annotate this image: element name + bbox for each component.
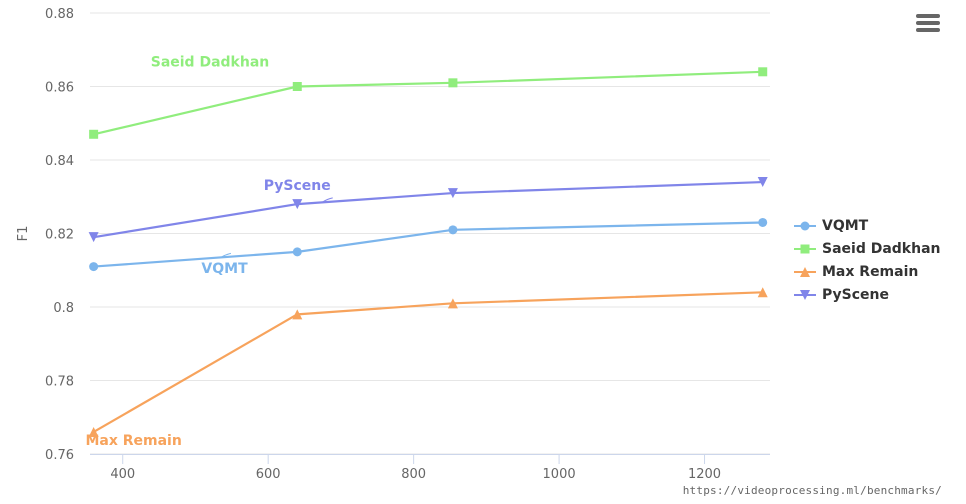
data-point: [758, 217, 768, 227]
series-line: [92, 221, 764, 268]
series-annotation: Saeid Dadkhan: [151, 54, 270, 70]
data-point: [292, 199, 303, 210]
x-tick-label: 600: [256, 467, 281, 482]
series-line: [92, 291, 764, 434]
y-axis-title: F1: [16, 226, 31, 242]
series-annotation: PyScene: [264, 178, 331, 194]
y-tick-label: 0.82: [45, 228, 74, 243]
label-connector: [322, 197, 333, 203]
legend-label: Max Remain: [822, 263, 919, 280]
series-line: [92, 70, 764, 136]
label-connector: [220, 252, 232, 258]
data-point: [292, 247, 302, 257]
legend: VQMT Saeid Dadkhan Max Remain PyScene: [794, 214, 941, 306]
data-point: [757, 287, 768, 298]
data-point: [88, 426, 99, 437]
credit-link[interactable]: https://videoprocessing.ml/benchmarks/: [682, 484, 942, 497]
x-tick-label: 400: [110, 467, 135, 482]
legend-item-vqmt[interactable]: VQMT: [794, 214, 941, 237]
legend-item-saeid-dadkhan[interactable]: Saeid Dadkhan: [794, 237, 941, 260]
legend-label: PyScene: [822, 286, 889, 303]
data-point: [447, 298, 458, 309]
legend-label: VQMT: [822, 217, 869, 234]
series-line: [92, 180, 764, 239]
data-point: [758, 67, 768, 77]
series-annotation: VQMT: [201, 261, 248, 277]
data-point: [292, 309, 303, 320]
data-point: [89, 129, 99, 139]
x-tick-label: 800: [401, 467, 426, 482]
y-tick-label: 0.88: [45, 7, 74, 22]
data-point: [447, 188, 458, 199]
data-point: [757, 177, 768, 188]
legend-item-max-remain[interactable]: Max Remain: [794, 260, 941, 283]
y-tick-label: 0.76: [45, 448, 74, 463]
data-point: [292, 82, 302, 91]
legend-item-pyscene[interactable]: PyScene: [794, 283, 941, 306]
x-tick-label: 1200: [688, 467, 721, 482]
data-point: [448, 225, 458, 235]
data-point: [89, 262, 99, 272]
x-tick-label: 1000: [543, 467, 576, 482]
legend-label: Saeid Dadkhan: [822, 240, 941, 257]
y-tick-label: 0.86: [45, 81, 74, 96]
y-tick-label: 0.8: [53, 301, 74, 316]
y-tick-label: 0.78: [45, 375, 74, 390]
series-annotation: Max Remain: [85, 433, 181, 449]
y-tick-label: 0.84: [45, 154, 74, 169]
data-point: [448, 78, 458, 88]
hamburger-menu-icon[interactable]: [914, 14, 942, 38]
data-point: [88, 232, 99, 243]
